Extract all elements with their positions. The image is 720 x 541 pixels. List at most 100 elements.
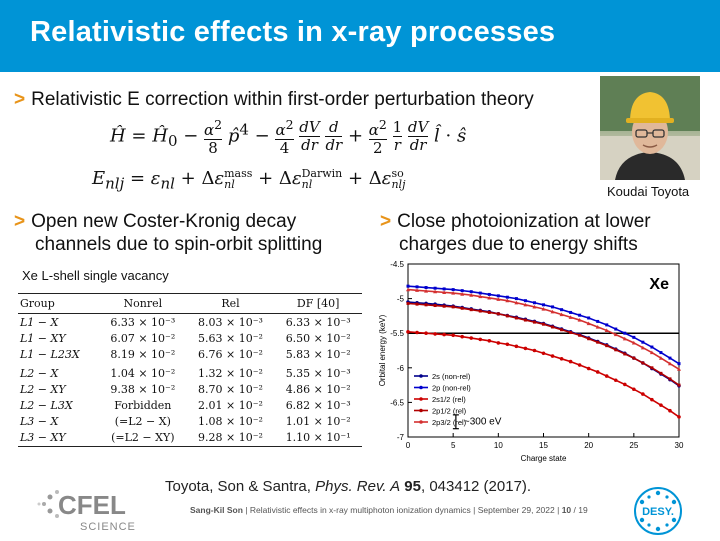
table-cell: 9.38 × 10⁻² — [110, 383, 176, 396]
data-point — [424, 288, 429, 293]
data-point — [641, 340, 645, 344]
decay-rate-table: Group Nonrel Rel DF [40] L1 − X 6.33 × 10⁻³ 8… — [18, 293, 362, 447]
data-point — [658, 356, 663, 360]
data-point — [560, 308, 564, 312]
data-point — [505, 298, 510, 303]
data-point — [550, 309, 555, 314]
y-tick-label: -6.5 — [390, 398, 404, 407]
table-row: L2 − XY 9.38 × 10⁻² 8.70 × 10⁻² 4.86 × 10⁻² — [18, 382, 362, 398]
data-point — [596, 319, 600, 323]
x-tick-label: 30 — [675, 441, 684, 450]
legend-marker — [419, 374, 423, 378]
data-point — [487, 292, 491, 296]
data-point — [523, 299, 527, 303]
citation-rest: , 043412 (2017). — [420, 478, 532, 495]
data-point — [469, 336, 474, 340]
data-point — [569, 331, 573, 335]
x-tick-label: 25 — [629, 441, 638, 450]
table-cell: L3 − X — [20, 415, 59, 428]
legend-entry: 2s (non-rel) — [432, 372, 471, 381]
footer-page-total: / 19 — [573, 505, 588, 515]
title-bar: Relativistic effects in x-ray processes — [0, 0, 720, 72]
data-point — [523, 302, 528, 307]
data-point — [551, 305, 555, 309]
data-point — [523, 318, 527, 322]
data-point — [514, 316, 518, 320]
data-point — [677, 415, 681, 419]
citation-authors: Toyota, Son & Santra, — [165, 478, 311, 495]
data-point — [632, 356, 636, 360]
orbital-energy-chart: 0 5 10 15 20 25 30 -4.5 -5 -5.5 -6 -6.5 -7 Charge sta… — [378, 260, 684, 463]
footer-page-number: 10 — [561, 505, 572, 515]
footer-talk-info: | Relativistic effects in x-ray multipho… — [245, 505, 560, 515]
data-point — [451, 291, 456, 295]
cfel-logo-icon: CFEL SCIENCE — [37, 490, 135, 533]
data-point — [487, 339, 492, 343]
data-point — [631, 340, 636, 345]
data-point — [406, 284, 410, 288]
table-cell: 9.28 × 10⁻² — [186, 429, 275, 447]
desy-logo-icon: DESY. — [634, 487, 682, 535]
data-point — [442, 290, 447, 294]
person-portrait-icon — [600, 76, 700, 180]
data-point — [496, 312, 500, 316]
data-point — [659, 371, 663, 375]
table-header-cell: Group — [18, 293, 99, 314]
table-cell: L1 − XY — [20, 331, 66, 345]
table-header-row: Group Nonrel Rel DF [40] — [18, 293, 362, 314]
data-point — [595, 324, 600, 329]
data-point — [632, 387, 636, 392]
table-cell: 8.03 × 10⁻³ — [198, 315, 263, 329]
data-point — [496, 297, 501, 301]
data-point — [460, 292, 465, 296]
data-point — [604, 328, 609, 333]
data-point — [587, 337, 591, 341]
table-cell: 1.32 × 10⁻² — [198, 367, 263, 380]
table-cell: L1 − X — [20, 315, 59, 329]
data-point — [587, 316, 591, 320]
footer-author: Sang-Kil Son — [190, 505, 243, 515]
data-point — [578, 313, 582, 317]
table-cell: 4.86 × 10⁻² — [285, 383, 351, 396]
data-point — [460, 306, 464, 310]
cfel-logo: CFEL SCIENCE — [30, 486, 140, 537]
data-point — [442, 332, 446, 337]
data-point — [424, 303, 428, 307]
data-point — [605, 344, 609, 348]
energy-gap-annotation: ~300 eV — [464, 417, 502, 428]
data-point — [451, 305, 455, 309]
bullet-text-line2: channels due to spin-orbit splitting — [35, 234, 323, 255]
table-cell: 8.70 × 10⁻² — [198, 383, 263, 396]
bullet-arrow-icon: > — [380, 211, 392, 232]
table-cell: 6.50 × 10⁻² — [285, 331, 351, 345]
table-cell: (=L2 − X) — [114, 415, 171, 428]
table-cell: 6.33 × 10⁻³ — [285, 315, 351, 329]
data-point — [541, 306, 546, 311]
data-point — [550, 354, 555, 358]
bullet-photoionization: > Close photoionization at lower charges … — [380, 210, 651, 256]
data-point — [559, 357, 564, 361]
table-title: Xe L-shell single vacancy — [22, 268, 169, 283]
x-tick-label: 15 — [539, 441, 548, 450]
table-cell: 8.19 × 10⁻² — [110, 347, 176, 361]
data-point — [433, 332, 437, 336]
data-point — [677, 383, 681, 387]
slide-title: Relativistic effects in x-ray processes — [30, 16, 556, 48]
data-point — [442, 287, 446, 291]
data-point — [668, 408, 672, 413]
table-cell: L3 − XY — [18, 429, 99, 447]
table-row: L2 − L3X Forbidden 2.01 × 10⁻² 6.82 × 10⁻³ — [18, 398, 362, 414]
x-axis-label: Charge state — [521, 454, 567, 463]
data-point — [496, 294, 500, 298]
data-point — [451, 288, 455, 292]
data-point — [532, 320, 536, 324]
data-point — [668, 356, 672, 360]
table-cell: 5.35 × 10⁻³ — [285, 367, 351, 380]
y-axis-label: Orbital energy (keV) — [378, 314, 387, 386]
table-cell: L2 − X — [20, 367, 59, 380]
data-point — [496, 341, 501, 345]
data-point — [415, 302, 419, 306]
data-point — [542, 303, 545, 307]
bullet-arrow-icon: > — [14, 211, 26, 232]
